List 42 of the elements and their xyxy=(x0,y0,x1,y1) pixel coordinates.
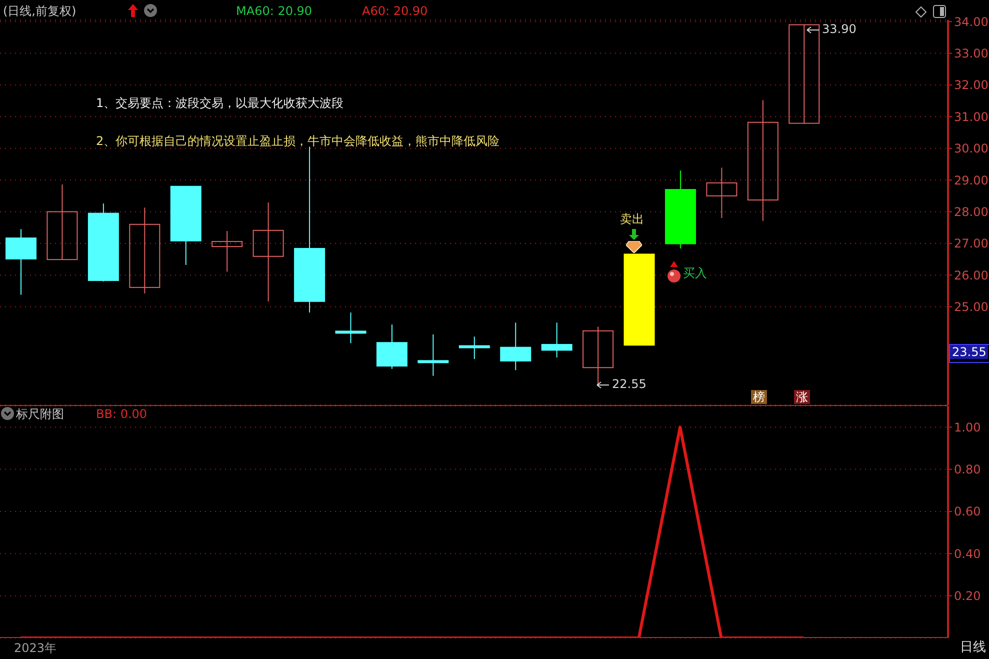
text: 2023年 xyxy=(14,641,57,656)
y-tick-label: 0.40 xyxy=(954,546,981,561)
candlestick xyxy=(46,184,78,260)
y-tick-label: 28.00 xyxy=(954,204,988,219)
annotation: 榜 xyxy=(751,390,767,404)
annotation: 22.55 xyxy=(612,377,646,392)
y-tick-label: 0.80 xyxy=(954,462,981,477)
y-tick-label: 1.00 xyxy=(954,420,981,434)
y-tick-label: 33.00 xyxy=(954,46,988,61)
annotation: 2、你可根据自己的情况设置止盈止损，牛市中会降低收益，熊市中降低风险 xyxy=(96,134,500,148)
y-tick-label: 31.00 xyxy=(954,110,988,124)
candlestick xyxy=(252,202,284,302)
text: 日线 xyxy=(960,640,986,656)
candlestick xyxy=(335,312,366,344)
text: A60: 20.90 xyxy=(362,4,428,18)
annotation: 1、交易要点：波段交易，以最大化收获大波段 xyxy=(96,96,344,110)
chart-title: (日线,前复权) xyxy=(3,4,76,18)
y-tick-label: 0.60 xyxy=(954,504,981,519)
candlestick xyxy=(418,334,449,376)
candlestick xyxy=(458,336,490,360)
y-tick-label: 32.00 xyxy=(954,78,988,92)
annotation: 涨 xyxy=(794,390,810,404)
candlestick xyxy=(706,167,738,219)
y-tick-label: 34.00 xyxy=(954,14,988,29)
y-tick-label: 0.20 xyxy=(954,589,981,604)
annotation: 卖出 xyxy=(620,212,644,226)
annotation: 23.55 xyxy=(950,344,988,360)
candlestick xyxy=(747,100,778,222)
candlestick xyxy=(788,24,820,124)
y-tick-label: 29.00 xyxy=(954,173,988,188)
y-tick-label: 30.00 xyxy=(954,142,988,156)
y-tick-label: 26.00 xyxy=(954,268,988,282)
candlestick xyxy=(582,326,614,385)
candlestick xyxy=(129,207,160,294)
chart-title: 标尺附图 xyxy=(16,407,64,422)
text: MA60: 20.90 xyxy=(236,4,312,18)
y-tick-label: 27.00 xyxy=(954,236,988,251)
y-tick-label: 25.00 xyxy=(954,300,988,314)
annotation: 买入 xyxy=(683,266,707,280)
annotation: 33.90 xyxy=(822,22,856,36)
annotation: BB: 0.00 xyxy=(96,407,148,422)
candlestick xyxy=(212,230,243,272)
